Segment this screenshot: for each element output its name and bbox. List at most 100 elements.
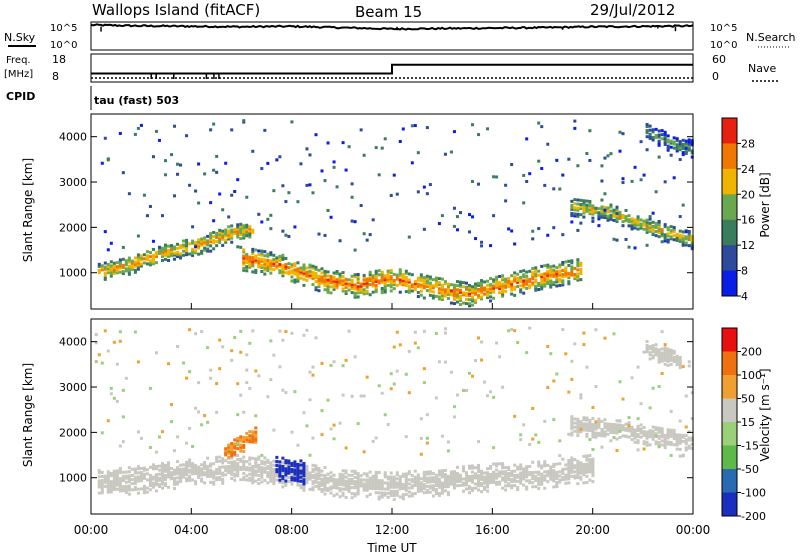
cell [522, 475, 526, 479]
cell [681, 439, 685, 443]
cell [188, 464, 192, 468]
cell [281, 475, 285, 479]
cell [657, 348, 661, 352]
cell [633, 428, 637, 432]
cell [194, 465, 198, 469]
cell [528, 442, 532, 446]
cell [251, 467, 255, 471]
cell [314, 336, 318, 340]
cell [672, 443, 676, 447]
cell [296, 200, 300, 204]
cell [468, 230, 472, 234]
cell [380, 479, 384, 483]
cell [356, 281, 360, 285]
cell [151, 260, 155, 264]
cell [660, 435, 664, 439]
cell [645, 222, 649, 226]
cell [386, 483, 390, 487]
cell [666, 240, 670, 244]
cell [552, 264, 556, 268]
cell [452, 482, 456, 486]
cell [245, 265, 249, 269]
cell [236, 472, 240, 476]
cell [221, 231, 225, 235]
cell [350, 182, 354, 186]
cell [239, 228, 243, 232]
cell [507, 478, 511, 482]
cell [522, 201, 526, 205]
cell [335, 492, 339, 496]
cell [398, 481, 402, 485]
cell [389, 269, 393, 273]
cell [401, 283, 405, 287]
cell [245, 438, 249, 442]
cell [480, 240, 484, 244]
noise-left-tick-top: 10^5 [50, 23, 77, 34]
cell [425, 490, 429, 494]
cell [188, 183, 192, 187]
cell [215, 476, 219, 480]
cell [513, 484, 517, 488]
cell [194, 463, 198, 467]
cell [314, 286, 318, 290]
vel-cbar-tick-label: -15 [741, 440, 759, 453]
cell [200, 423, 204, 427]
cell [302, 273, 306, 277]
cell [452, 474, 456, 478]
cell [461, 388, 465, 392]
cell [588, 429, 592, 433]
cell [182, 463, 186, 467]
cell [121, 245, 125, 249]
cell [170, 246, 174, 250]
cell [480, 295, 484, 299]
power-colorbar-label: Power [dB] [758, 172, 772, 237]
cell [314, 484, 318, 488]
cell [687, 140, 691, 144]
cell [452, 302, 456, 306]
cell [254, 471, 258, 475]
cell [468, 491, 472, 495]
cell [109, 482, 113, 486]
cell [356, 272, 360, 276]
cell [260, 468, 264, 472]
cell [139, 264, 143, 268]
cell [200, 463, 204, 467]
cell [540, 287, 544, 291]
cell [579, 278, 583, 282]
cell [660, 129, 664, 133]
cell [446, 292, 450, 296]
cell [651, 344, 655, 348]
cell [142, 468, 146, 472]
cell [212, 247, 216, 251]
cell [504, 466, 508, 470]
cell [407, 391, 411, 395]
cell [537, 487, 541, 491]
cell [287, 463, 291, 467]
cell [182, 249, 186, 253]
cell [528, 269, 532, 273]
cell [254, 369, 258, 373]
cell [507, 227, 511, 231]
cell [690, 155, 694, 159]
cell [176, 250, 180, 254]
cell [356, 484, 360, 488]
cell [486, 473, 490, 477]
xtick-label: 08:00 [274, 523, 309, 537]
cell [642, 227, 646, 231]
cell [173, 245, 177, 249]
cell [139, 262, 143, 266]
cell [100, 266, 104, 270]
cell [209, 234, 213, 238]
cell [251, 471, 255, 475]
cell [251, 473, 255, 477]
cell [657, 354, 661, 358]
cell [118, 469, 122, 473]
cell [200, 249, 204, 253]
cell [127, 486, 131, 490]
ytick-label: 1000 [59, 472, 87, 485]
cell [296, 471, 300, 475]
cell [287, 262, 291, 266]
cell [389, 387, 393, 391]
cell [362, 488, 366, 492]
cell [588, 468, 592, 472]
